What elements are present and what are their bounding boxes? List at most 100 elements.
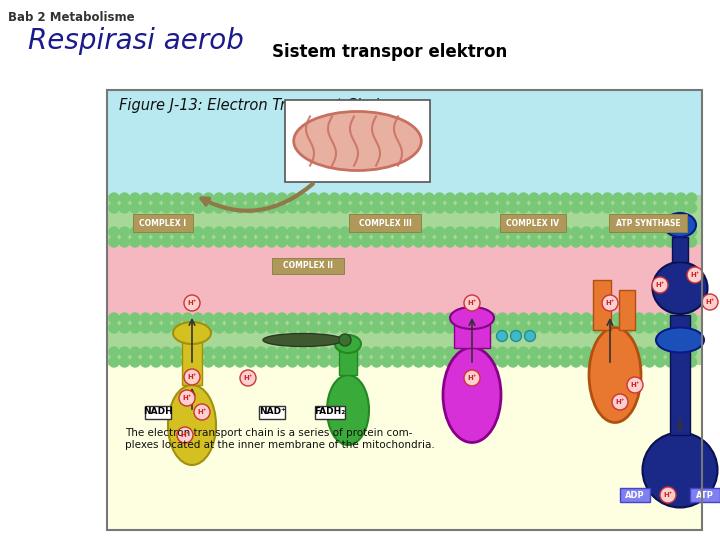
Circle shape [372,357,382,367]
Circle shape [592,323,602,333]
Circle shape [571,323,581,333]
Circle shape [487,313,497,323]
Circle shape [287,193,297,203]
Circle shape [524,330,536,341]
Circle shape [582,227,592,237]
Circle shape [624,357,634,367]
Circle shape [319,347,329,357]
Circle shape [361,227,371,237]
Circle shape [340,227,350,237]
Circle shape [613,203,623,213]
Circle shape [172,193,182,203]
Circle shape [351,357,361,367]
Text: H⁺: H⁺ [180,432,190,438]
Circle shape [510,330,521,341]
Circle shape [151,347,161,357]
Circle shape [182,193,192,203]
Circle shape [634,357,644,367]
Circle shape [571,227,581,237]
Circle shape [550,237,560,247]
Text: Figure J-13: Electron Transport Chain: Figure J-13: Electron Transport Chain [119,98,388,113]
Circle shape [214,357,224,367]
Circle shape [592,193,602,203]
Circle shape [634,347,644,357]
Circle shape [592,203,602,213]
Circle shape [277,193,287,203]
Circle shape [624,227,634,237]
Circle shape [120,237,130,247]
Circle shape [140,357,150,367]
Circle shape [161,357,171,367]
Circle shape [140,227,150,237]
Circle shape [560,193,570,203]
Circle shape [182,313,192,323]
Circle shape [130,323,140,333]
Circle shape [351,347,361,357]
Circle shape [182,203,192,213]
Circle shape [644,357,654,367]
Circle shape [686,237,696,247]
Circle shape [109,323,119,333]
Circle shape [518,313,528,323]
Circle shape [361,357,371,367]
Circle shape [235,357,245,367]
Circle shape [634,227,644,237]
Circle shape [298,203,308,213]
Circle shape [539,313,549,323]
Circle shape [434,347,444,357]
Circle shape [644,313,654,323]
Circle shape [424,203,434,213]
Bar [107,365,702,530]
Circle shape [434,323,444,333]
Circle shape [498,357,508,367]
Circle shape [665,203,675,213]
Circle shape [151,323,161,333]
Circle shape [686,203,696,213]
Circle shape [550,313,560,323]
Circle shape [109,313,119,323]
Circle shape [498,347,508,357]
Circle shape [634,203,644,213]
Bar [454,320,490,348]
Circle shape [120,227,130,237]
Circle shape [330,227,340,237]
Ellipse shape [642,433,718,508]
Circle shape [466,347,476,357]
Circle shape [660,487,676,503]
Circle shape [120,357,130,367]
Circle shape [665,193,675,203]
Circle shape [287,357,297,367]
Circle shape [214,323,224,333]
Circle shape [498,323,508,333]
Circle shape [456,203,466,213]
Circle shape [308,237,318,247]
Circle shape [445,237,455,247]
Ellipse shape [664,213,696,237]
Circle shape [529,313,539,323]
Circle shape [246,357,256,367]
Circle shape [634,193,644,203]
Circle shape [560,237,570,247]
Ellipse shape [173,322,211,344]
Circle shape [130,193,140,203]
Circle shape [466,203,476,213]
Circle shape [193,227,203,237]
Circle shape [529,193,539,203]
Circle shape [413,357,423,367]
Circle shape [487,357,497,367]
Ellipse shape [652,262,708,314]
Circle shape [266,347,276,357]
Circle shape [330,347,340,357]
Circle shape [130,313,140,323]
Circle shape [172,313,182,323]
Circle shape [550,357,560,367]
Circle shape [456,193,466,203]
Circle shape [392,357,402,367]
Circle shape [424,193,434,203]
Circle shape [613,227,623,237]
Circle shape [182,237,192,247]
Text: FADH₂: FADH₂ [315,408,346,416]
Bar [107,245,702,315]
Circle shape [518,193,528,203]
Circle shape [624,193,634,203]
